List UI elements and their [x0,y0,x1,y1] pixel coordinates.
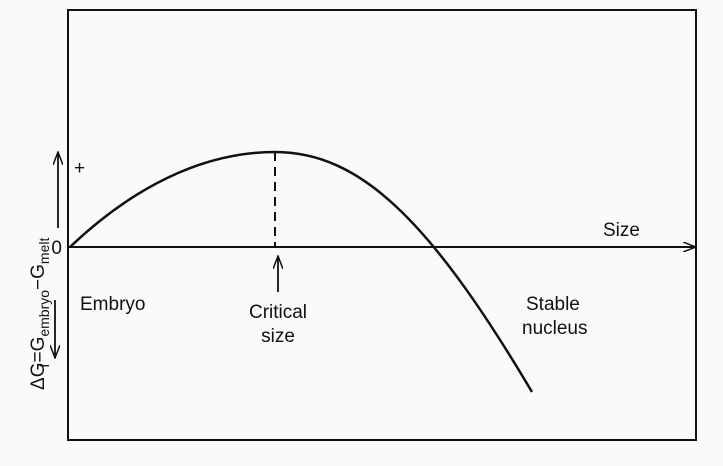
stable-label: nucleus [522,318,588,339]
minus-sign: − [39,356,50,377]
frame [67,9,697,441]
free-energy-curve [69,150,534,393]
critical-label: size [261,326,295,347]
y-axis-label: ΔG=Gembryo−Gmelt [28,238,52,390]
y-label-sub: embryo [36,290,52,337]
plus-sign: + [74,158,85,179]
critical-label: Critical [249,302,307,323]
stable-label: Stable [526,294,580,315]
zero-label: 0 [51,238,62,259]
y-label-sub: melt [36,238,52,265]
y-label-part: −G [28,264,49,290]
embryo-label: Embryo [80,294,145,315]
x-axis-label: Size [603,220,640,241]
y-label-part: ΔG=G [28,337,49,390]
